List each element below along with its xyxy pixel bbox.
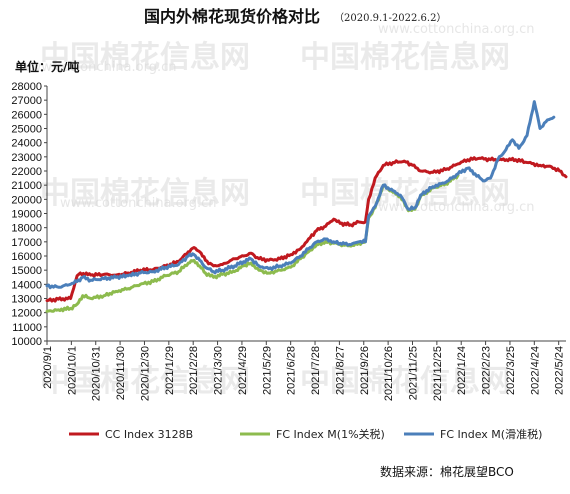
legend-label: FC Index M(1%关税) (276, 427, 385, 441)
x-tick-label: 2021/4/29 (237, 346, 249, 395)
y-tick-label: 13000 (11, 294, 42, 306)
x-tick-label: 2021/6/28 (286, 346, 298, 395)
watermark-url: www.cottonchina.org.cn (20, 60, 177, 75)
x-tick-label: 2021/9/26 (359, 346, 371, 395)
x-tick-label: 2020/9/1 (42, 346, 54, 389)
unit-label: 单位：元/吨 (15, 59, 79, 74)
y-tick-label: 11000 (12, 322, 42, 334)
y-tick-label: 23000 (11, 152, 42, 164)
x-tick-label: 2021/1/29 (164, 346, 176, 395)
chart-title: 国内外棉花现货价格对比 (144, 7, 320, 26)
x-tick-label: 2022/2/23 (481, 346, 493, 395)
legend-label: FC Index M(滑准税) (440, 427, 542, 441)
x-tick-label: 2021/2/28 (188, 346, 200, 395)
y-tick-label: 27000 (11, 95, 42, 107)
x-tick-label: 2020/10/31 (91, 346, 103, 401)
source-note: 数据来源：棉花展望BCO (380, 464, 514, 479)
y-tick-label: 26000 (11, 109, 42, 121)
watermark-logo: 中国棉花信息网 (300, 40, 510, 75)
x-tick-label: 2022/3/25 (505, 346, 517, 395)
watermark-logo: 中国棉花信息网 (40, 40, 250, 75)
y-tick-label: 12000 (11, 308, 42, 320)
y-tick-label: 18000 (11, 223, 42, 235)
y-tick-label: 28000 (11, 81, 42, 93)
x-tick-label: 2020/11/30 (115, 346, 127, 400)
x-tick-label: 2021/7/28 (310, 346, 322, 395)
x-tick-label: 2022/1/24 (456, 346, 468, 395)
watermark-logo: 中国棉花信息网 (40, 364, 250, 399)
y-tick-label: 25000 (11, 124, 42, 136)
x-tick-label: 2020/12/30 (139, 346, 151, 401)
watermark-logo: 中国棉花信息网 (40, 176, 250, 211)
x-tick-label: 2022/5/24 (554, 346, 566, 395)
x-tick-label: 2021/11/25 (407, 346, 419, 400)
chart-subtitle: （2020.9.1-2022.6.2） (334, 12, 446, 24)
x-tick-label: 2021/5/29 (261, 346, 273, 395)
y-tick-label: 22000 (11, 166, 42, 178)
series-group (45, 100, 568, 313)
x-tick-label: 2021/8/27 (334, 346, 346, 395)
series-line (45, 173, 460, 313)
x-tick-label: 2021/3/30 (213, 346, 225, 395)
x-axis: 2020/9/1 2020/10/1 2020/10/31 2020/11/30 202… (42, 340, 566, 401)
y-tick-label: 19000 (11, 209, 42, 221)
y-tick-label: 10000 (11, 336, 42, 348)
y-tick-label: 16000 (11, 251, 42, 263)
legend-label: CC Index 3128B (105, 428, 193, 441)
x-tick-label: 2022/4/24 (529, 346, 541, 395)
x-tick-label: 2021/10/26 (383, 346, 395, 401)
watermark-url: www.cottonchina.org.cn (60, 196, 217, 211)
y-tick-label: 20000 (11, 194, 42, 206)
legend: CC Index 3128B FC Index M(1%关税) FC Index M… (69, 427, 542, 441)
y-tick-label: 14000 (11, 279, 42, 291)
watermark-logo: 中国棉花信息网 (300, 364, 510, 399)
watermark-url: www.cottonchina.org.cn (378, 22, 535, 37)
y-tick-label: 17000 (11, 237, 42, 249)
x-tick-label: 2020/10/1 (66, 346, 78, 395)
y-tick-label: 24000 (11, 138, 42, 150)
series-line (45, 100, 556, 290)
x-tick-label: 2021/12/25 (432, 346, 444, 401)
y-tick-label: 21000 (11, 180, 42, 192)
y-axis: 10000 11000 12000 13000 14000 15000 16000 17000… (11, 81, 48, 348)
y-tick-label: 15000 (11, 265, 42, 277)
